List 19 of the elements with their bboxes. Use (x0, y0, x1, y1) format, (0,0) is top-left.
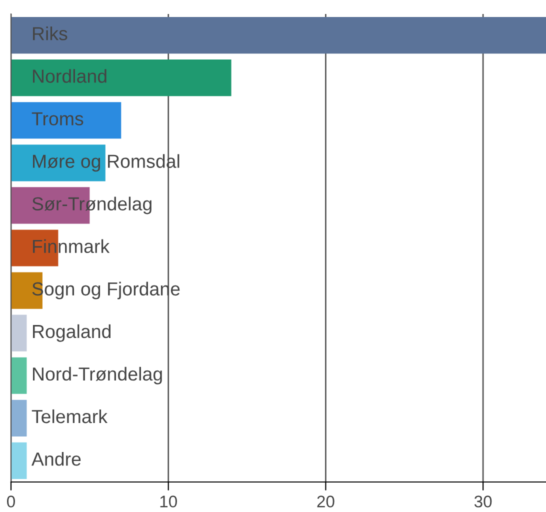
y-tick-label: Rogaland (32, 324, 111, 342)
y-tick-label: Nordland (32, 69, 106, 83)
x-tick-label: 30 (474, 496, 492, 508)
y-tick-label: Nord-Trøndelag (32, 366, 162, 384)
bar (11, 16, 546, 54)
y-tick-label: Riks (32, 26, 68, 40)
x-tick-label: 10 (160, 496, 177, 508)
x-tick-label: 20 (317, 496, 334, 508)
bar (11, 357, 27, 394)
bar (11, 400, 27, 436)
bar (11, 60, 232, 96)
bar (11, 144, 106, 182)
y-tick-label: Telemark (32, 409, 108, 424)
bar (11, 442, 27, 480)
bar (11, 314, 27, 352)
y-tick-label: Andre (31, 452, 81, 466)
bar (11, 102, 122, 139)
y-tick-label: Troms (32, 112, 84, 126)
x-tick-label: 0 (7, 496, 15, 508)
